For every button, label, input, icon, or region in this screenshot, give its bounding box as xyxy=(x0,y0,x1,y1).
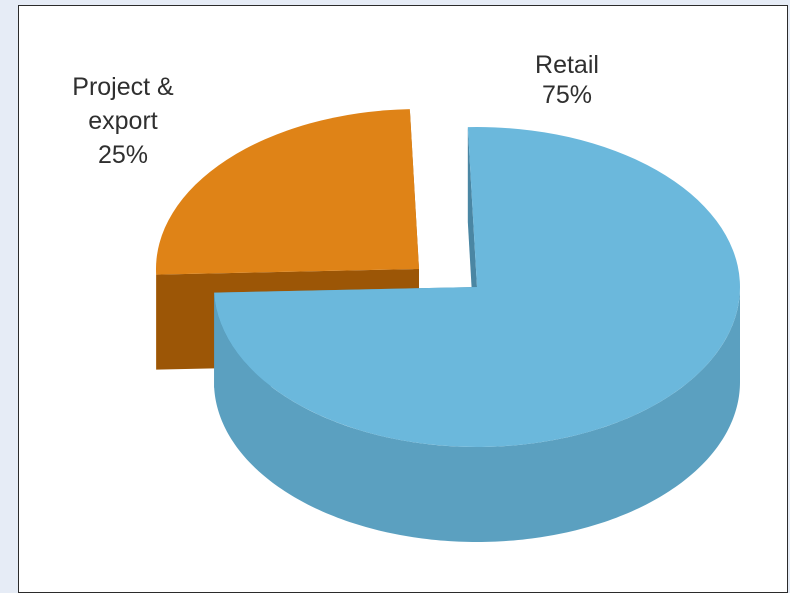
retail-percent: 75% xyxy=(542,81,592,109)
project-export-label-line2: export xyxy=(88,107,158,135)
project-export-percent: 25% xyxy=(98,141,148,169)
project-export-slice xyxy=(156,109,419,274)
retail-label: Retail xyxy=(535,51,599,79)
project-export-label-line1: Project & xyxy=(72,73,174,101)
